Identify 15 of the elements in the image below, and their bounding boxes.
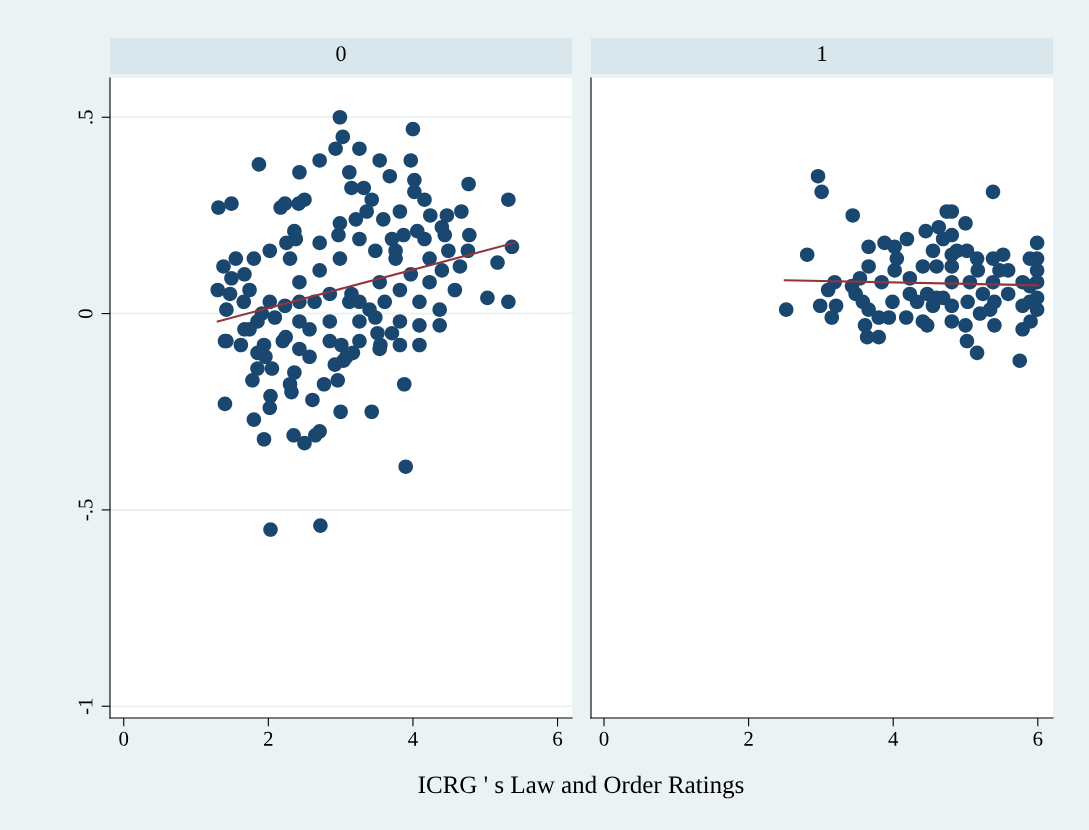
- x-tick-label: 2: [264, 731, 273, 746]
- x-tick-label: 0: [599, 731, 609, 746]
- chart-title: 0: [336, 46, 346, 62]
- x-tick-label: 4: [888, 731, 899, 746]
- x-axis-title: ICRG ' s Law and Order Ratings: [418, 775, 744, 799]
- x-tick-label: 2: [744, 731, 753, 746]
- y-tick-label: -.5: [78, 499, 93, 521]
- x-tick-label: 0: [119, 731, 129, 746]
- chart-title: 1: [818, 46, 827, 61]
- y-tick-label: 0: [78, 309, 93, 318]
- y-tick-label: .5: [78, 110, 93, 124]
- x-tick-label: 6: [1033, 731, 1043, 746]
- x-tick-label: 6: [553, 731, 563, 746]
- y-tick-label: -1: [78, 698, 93, 715]
- x-tick-label: 4: [408, 731, 418, 746]
